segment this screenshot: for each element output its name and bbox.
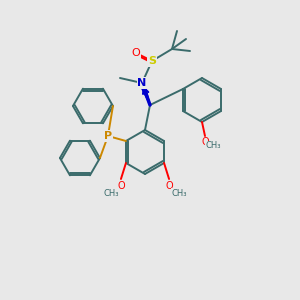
- Polygon shape: [140, 81, 150, 105]
- Text: N: N: [137, 78, 147, 88]
- Text: O: O: [132, 48, 140, 58]
- Text: O: O: [165, 181, 173, 191]
- Text: CH₃: CH₃: [205, 142, 221, 151]
- Text: O: O: [117, 181, 125, 191]
- Text: CH₃: CH₃: [171, 188, 187, 197]
- Text: O: O: [201, 137, 209, 147]
- Text: CH₃: CH₃: [103, 188, 119, 197]
- Text: S: S: [148, 56, 156, 66]
- Text: P: P: [104, 131, 112, 141]
